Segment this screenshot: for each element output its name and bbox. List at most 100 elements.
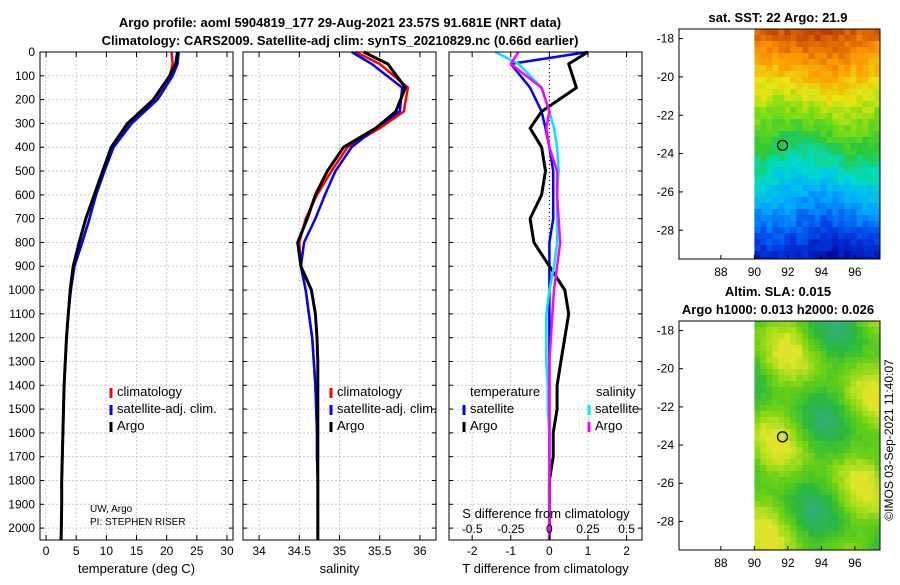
map-cell [760, 107, 767, 114]
map-cell [820, 417, 827, 424]
map-cell [790, 393, 797, 400]
map-cell [790, 215, 797, 222]
map-cell [778, 245, 785, 252]
map-cell [820, 537, 827, 544]
map-cell [814, 447, 821, 454]
map-cell [808, 393, 815, 400]
map-cell [874, 155, 881, 162]
map-cell [838, 245, 845, 252]
map-cell [838, 59, 845, 66]
map-cell [838, 65, 845, 72]
map-cell [868, 113, 875, 120]
map-cell [760, 507, 767, 514]
map-cell [868, 83, 875, 90]
map-cell [802, 435, 809, 442]
map-cell [808, 65, 815, 72]
map-cell [772, 477, 779, 484]
map-cell [862, 471, 869, 478]
map-cell [838, 537, 845, 544]
map-cell [838, 501, 845, 508]
map-cell [778, 167, 785, 174]
map-cell [868, 387, 875, 394]
map-cell [808, 501, 815, 508]
map-cell [820, 393, 827, 400]
map-cell [844, 47, 851, 54]
map-cell [850, 453, 857, 460]
map-cell [784, 161, 791, 168]
map-cell [796, 167, 803, 174]
map-cell [844, 143, 851, 150]
map-cell [778, 363, 785, 370]
map-cell [772, 173, 779, 180]
map-cell [820, 351, 827, 358]
map-cell [772, 393, 779, 400]
map-cell [868, 519, 875, 526]
map-cell [796, 113, 803, 120]
map-cell [772, 239, 779, 246]
map-cell [850, 143, 857, 150]
map-cell [760, 227, 767, 234]
map-cell [778, 393, 785, 400]
map-cell [820, 483, 827, 490]
map-cell [856, 483, 863, 490]
map-cell [808, 47, 815, 54]
map-cell [850, 167, 857, 174]
map-cell [790, 351, 797, 358]
map-cell [772, 71, 779, 78]
map-cell [790, 459, 797, 466]
map-cell [862, 483, 869, 490]
map-cell [808, 339, 815, 346]
map-cell [874, 375, 881, 382]
map-cell [868, 495, 875, 502]
map-cell [874, 197, 881, 204]
map-cell [820, 215, 827, 222]
map-cell [802, 95, 809, 102]
map-cell [820, 477, 827, 484]
map-cell [772, 399, 779, 406]
map-cell [874, 429, 881, 436]
map-cell [772, 131, 779, 138]
map-cell [790, 369, 797, 376]
map-cell [754, 179, 761, 186]
map-cell [778, 453, 785, 460]
y-tick-label: -26 [657, 476, 675, 490]
map-cell [808, 477, 815, 484]
map-cell [826, 321, 833, 328]
map-cell [796, 35, 803, 42]
y-tick-label: 200 [15, 93, 35, 107]
map-cell [838, 369, 845, 376]
map-cell [844, 113, 851, 120]
map-cell [802, 543, 809, 550]
map-cell [874, 357, 881, 364]
map-cell [772, 495, 779, 502]
map-cell [820, 173, 827, 180]
map-cell [838, 495, 845, 502]
map-cell [862, 191, 869, 198]
map-cell [838, 143, 845, 150]
map-cell [862, 339, 869, 346]
map-cell [832, 95, 839, 102]
map-cell [826, 429, 833, 436]
map-cell [874, 173, 881, 180]
map-cell [820, 53, 827, 60]
map-cell [772, 191, 779, 198]
map-cell [766, 35, 773, 42]
map-cell [862, 537, 869, 544]
map-cell [850, 543, 857, 550]
map-cell [820, 513, 827, 520]
map-cell [826, 203, 833, 210]
map-cell [850, 513, 857, 520]
map-cell [814, 405, 821, 412]
map-cell [862, 65, 869, 72]
map-cell [772, 209, 779, 216]
map-cell [826, 173, 833, 180]
map-cell [784, 345, 791, 352]
map-cell [832, 89, 839, 96]
map-cell [754, 59, 761, 66]
map-cell [874, 77, 881, 84]
map-cell [778, 221, 785, 228]
map-cell [754, 423, 761, 430]
map-cell [796, 71, 803, 78]
map-cell [754, 53, 761, 60]
y-tick-label: 1100 [9, 307, 35, 321]
